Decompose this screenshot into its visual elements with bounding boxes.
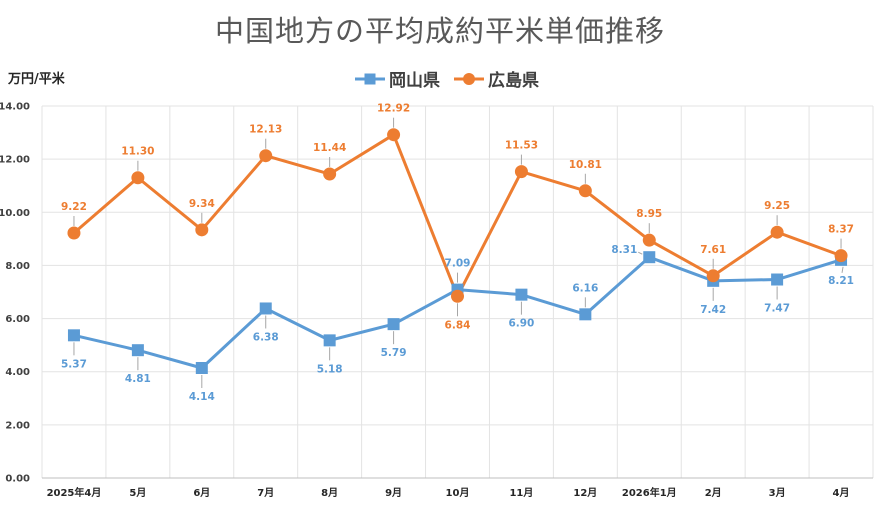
legend: 岡山県 広島県 [355,66,553,91]
data-label-hiroshima: 6.84 [445,319,471,331]
data-point-okayama [387,318,400,331]
data-label-okayama: 6.16 [572,282,598,294]
y-tick-label: 12.00 [0,155,30,166]
data-label-hiroshima: 7.61 [700,244,726,256]
data-point-okayama [515,288,528,301]
data-point-okayama [195,361,208,374]
y-tick-label: 0.00 [5,474,30,485]
data-label-leader [638,251,643,255]
y-axis-unit-label: 万円/平米 [8,72,65,87]
data-label-okayama: 7.42 [700,304,726,316]
data-point-hiroshima [451,289,464,303]
data-label-okayama: 5.79 [381,347,407,359]
data-point-okayama [643,251,656,264]
data-point-hiroshima [578,184,592,198]
data-point-okayama [259,302,272,315]
data-point-okayama [323,334,336,347]
data-point-okayama [67,329,80,342]
data-point-hiroshima [642,233,656,247]
data-point-hiroshima [131,171,145,185]
data-label-hiroshima: 11.30 [121,146,154,158]
x-tick-label: 7月 [257,487,274,499]
legend-marker-square-icon [355,73,385,84]
data-point-hiroshima [259,149,273,163]
data-label-hiroshima: 11.53 [505,140,538,152]
data-point-hiroshima [387,128,401,142]
data-label-okayama: 7.09 [445,258,471,270]
y-tick-label: 2.00 [5,420,30,431]
data-label-okayama: 5.37 [61,358,87,370]
data-point-hiroshima [770,225,784,239]
y-tick-label: 6.00 [5,314,30,325]
data-label-okayama: 8.21 [828,275,854,287]
data-label-okayama: 6.38 [253,331,279,343]
x-tick-label: 3月 [769,487,786,499]
x-tick-label: 9月 [385,487,402,499]
legend-item-okayama: 岡山県 [355,66,440,91]
y-tick-label: 8.00 [5,261,30,272]
x-tick-label: 12月 [573,487,597,499]
y-tick-label: 4.00 [5,367,30,378]
data-label-okayama: 4.81 [125,373,151,385]
x-tick-label: 5月 [129,487,146,499]
x-tick-label: 6月 [193,487,210,499]
data-point-okayama [771,273,784,286]
x-tick-label: 2月 [705,487,722,499]
data-label-okayama: 7.47 [764,303,790,315]
data-point-hiroshima [706,269,720,283]
x-tick-label: 2025年4月 [47,486,102,499]
data-label-okayama: 5.18 [317,363,343,375]
data-point-hiroshima [195,223,209,237]
data-label-hiroshima: 8.37 [828,224,854,236]
legend-marker-circle-icon [454,72,484,85]
x-tick-label: 4月 [833,487,850,499]
data-label-hiroshima: 8.95 [636,208,662,220]
data-label-hiroshima: 12.92 [377,103,410,115]
data-label-hiroshima: 9.25 [764,200,790,212]
data-label-hiroshima: 9.22 [61,201,87,213]
y-tick-label: 14.00 [0,102,30,113]
data-point-okayama [131,344,144,357]
legend-label-hiroshima: 広島県 [488,71,539,91]
y-tick-label: 10.00 [0,208,30,219]
data-point-hiroshima [67,226,81,240]
data-label-okayama: 4.14 [189,391,215,403]
data-point-hiroshima [514,165,528,179]
x-tick-label: 8月 [321,487,338,499]
x-tick-label: 2026年1月 [622,486,677,499]
data-label-hiroshima: 11.44 [313,142,346,154]
data-point-okayama [579,308,592,321]
legend-item-hiroshima: 広島県 [454,66,539,91]
data-label-okayama: 8.31 [611,244,637,256]
data-label-hiroshima: 12.13 [249,124,282,136]
data-label-hiroshima: 10.81 [569,159,602,171]
x-tick-label: 10月 [446,487,470,499]
data-label-okayama: 6.90 [508,318,534,330]
data-point-hiroshima [323,167,337,181]
data-label-leader [841,266,844,273]
data-label-hiroshima: 9.34 [189,198,215,210]
x-tick-label: 11月 [509,487,533,499]
legend-label-okayama: 岡山県 [389,71,440,91]
chart-title: 中国地方の平均成約平米単価推移 [214,14,665,48]
data-point-hiroshima [834,249,848,263]
